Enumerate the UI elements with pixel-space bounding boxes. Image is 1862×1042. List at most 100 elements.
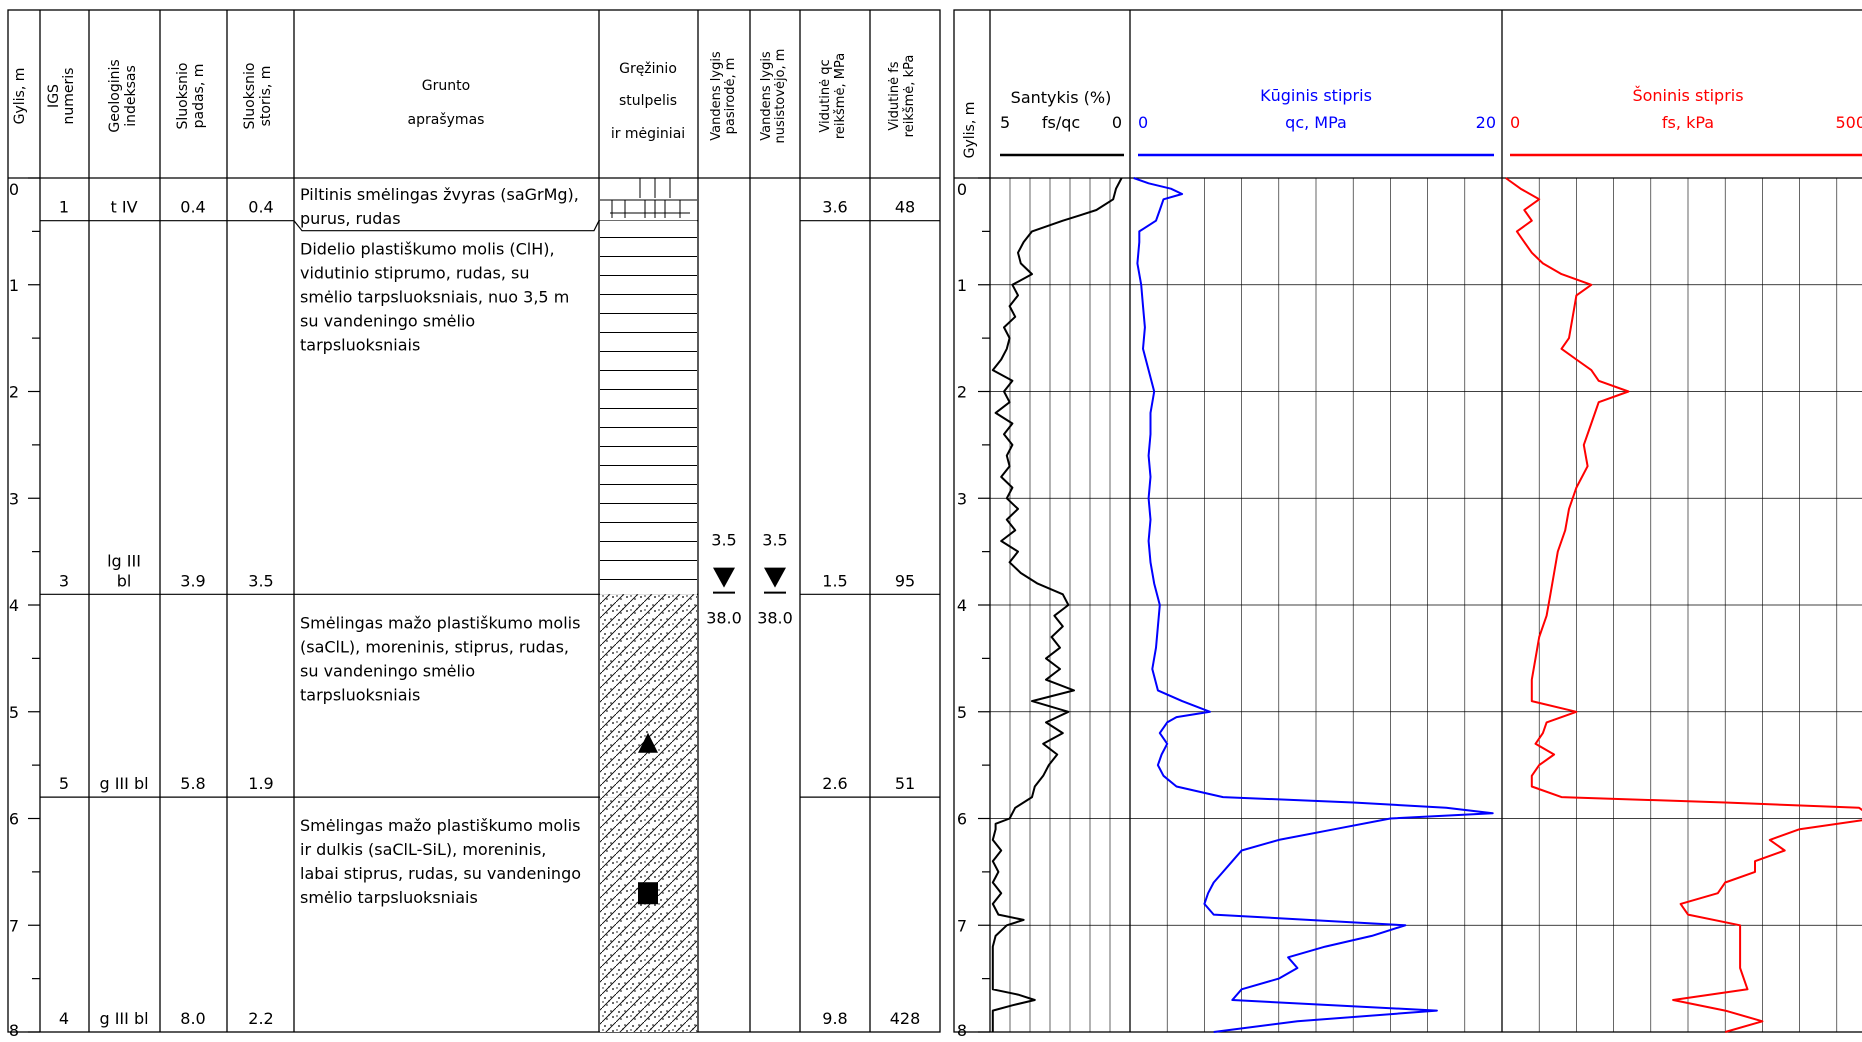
- depth-tick-label: 1: [957, 276, 967, 295]
- header-storis-2: storis, m: [258, 66, 274, 127]
- depth-tick-label: 5: [9, 703, 19, 722]
- fs-title: Šoninis stipris: [1632, 86, 1743, 105]
- depth-tick-label: 6: [9, 810, 19, 829]
- layer-index: bl: [117, 571, 132, 590]
- depth-tick-label: 7: [957, 916, 967, 935]
- layer-description: tarpsluoksniais: [300, 336, 420, 355]
- header-fs-2: reikšmė, kPa: [902, 55, 917, 138]
- layer-storis: 3.5: [248, 571, 273, 590]
- lithology-pattern: [600, 220, 697, 595]
- layer-description: labai stiprus, rudas, su vandeningo: [300, 864, 581, 883]
- depth-tick-label: 4: [9, 596, 19, 615]
- depth-tick-label: 7: [9, 916, 19, 935]
- layer-fs: 48: [895, 198, 915, 217]
- header-vand1-2: pasirodė, m: [723, 58, 738, 135]
- layer-igs: 3: [59, 571, 69, 590]
- ratio-label: fs/qc: [1042, 113, 1080, 132]
- depth-tick-label: 8: [957, 1021, 967, 1040]
- layer-igs: 1: [59, 198, 69, 217]
- right-headers: Gylis, m Santykis (%) 5 fs/qc 0 Kūginis …: [962, 86, 1862, 158]
- lithology-pattern: [600, 797, 697, 1032]
- header-grunto-2: aprašymas: [408, 112, 485, 128]
- water-level-label: 3.5: [762, 531, 787, 550]
- header-qc-2: reikšmė, MPa: [833, 53, 848, 139]
- layer-description: tarpsluoksniais: [300, 685, 420, 704]
- layer-padas: 8.0: [180, 1009, 205, 1028]
- layer-index: t IV: [110, 198, 137, 217]
- layer-description: Piltinis smėlingas žvyras (saGrMg),: [300, 185, 579, 204]
- left-headers: Gylis, m IGS numeris Geologinis indeksas…: [12, 49, 917, 144]
- qc-left: 0: [1138, 113, 1148, 132]
- layer-fs: 51: [895, 774, 915, 793]
- header-igs-2: numeris: [61, 68, 77, 125]
- header-padas-2: padas, m: [191, 64, 207, 129]
- depth-tick-label: 3: [9, 489, 19, 508]
- header-vand1-1: Vandens lygis: [709, 51, 724, 141]
- header-gylis: Gylis, m: [12, 68, 28, 125]
- water-level-icon: [713, 567, 735, 588]
- ratio-title: Santykis (%): [1011, 88, 1112, 107]
- layer-description: ir dulkis (saClL-SiL), moreninis,: [300, 840, 546, 859]
- layer-qc: 9.8: [822, 1009, 847, 1028]
- square-sample-icon: [638, 882, 658, 905]
- fs-label: fs, kPa: [1662, 113, 1714, 132]
- header-storis-1: Sluoksnio: [242, 63, 258, 130]
- depth-tick-label: 8: [9, 1021, 19, 1040]
- layer-qc: 1.5: [822, 571, 847, 590]
- qc-series: [1133, 177, 1494, 1033]
- header-vand2-1: Vandens lygis: [759, 51, 774, 141]
- header-igs-1: IGS: [46, 84, 62, 108]
- ratio-left: 5: [1000, 113, 1010, 132]
- header-fs-1: Vidutinė fs: [887, 61, 902, 130]
- layer-boundary: [293, 220, 600, 232]
- qc-right: 20: [1476, 113, 1496, 132]
- layer-description: Smėlingas mažo plastiškumo molis: [300, 613, 580, 632]
- layer-qc: 2.6: [822, 774, 847, 793]
- layer-igs: 5: [59, 774, 69, 793]
- layer-description: su vandeningo smėlio: [300, 661, 475, 680]
- depth-tick-label: 0: [957, 180, 967, 199]
- fs-right: 500: [1835, 113, 1862, 132]
- layer-description: (saClL), moreninis, stiprus, rudas,: [300, 637, 569, 656]
- layer-padas: 0.4: [180, 198, 205, 217]
- layer-index: g III bl: [99, 774, 148, 793]
- depth-tick-label: 0: [9, 180, 19, 199]
- header-vand2-2: nusistovėjo, m: [773, 49, 788, 144]
- layer-igs: 4: [59, 1009, 69, 1028]
- layer-storis: 2.2: [248, 1009, 273, 1028]
- layer-padas: 5.8: [180, 774, 205, 793]
- layer-description: Didelio plastiškumo molis (ClH),: [300, 240, 555, 259]
- triangle-sample-icon: [638, 732, 658, 753]
- lithology-pattern: [600, 594, 697, 798]
- right-content: 0 1 2 3 4 5 6 7 8: [957, 177, 1862, 1040]
- layer-fs: 428: [890, 1009, 921, 1028]
- layer-description: su vandeningo smėlio: [300, 312, 475, 331]
- right-grid: [990, 178, 1862, 1032]
- right-panel-frame: [953, 9, 1862, 1033]
- layer-qc: 3.6: [822, 198, 847, 217]
- header-geo-2: indeksas: [123, 65, 139, 127]
- header-stulpelis-3: ir mėginiai: [611, 126, 685, 142]
- depth-tick-label: 3: [957, 489, 967, 508]
- ratio-right: 0: [1112, 113, 1122, 132]
- layer-padas: 3.9: [180, 571, 205, 590]
- layer-description: smėlio tarpsluoksniais, nuo 3,5 m: [300, 288, 569, 307]
- left-content: 0 1 2 3 4 5 6 7 8 1 t IV 0.4 0.4 3.6 48 Piltinis smėlin…: [9, 177, 940, 1040]
- fs-series: [1505, 177, 1862, 1033]
- water-level-label: 3.5: [711, 531, 736, 550]
- left-table: [7, 9, 941, 1033]
- depth-tick-label: 6: [957, 810, 967, 829]
- layer-index: g III bl: [99, 1009, 148, 1028]
- layer-description: Smėlingas mažo plastiškumo molis: [300, 816, 580, 835]
- depth-tick-label: 4: [957, 596, 967, 615]
- right-panel: [953, 9, 1862, 1033]
- qc-label: qc, MPa: [1285, 113, 1347, 132]
- layer-index: lg III: [107, 551, 141, 570]
- header-stulpelis-2: stulpelis: [619, 93, 677, 109]
- depth-tick-label: 2: [957, 383, 967, 402]
- water-level-icon: [764, 567, 786, 588]
- ratio-series: [991, 177, 1123, 1032]
- header-grunto-1: Grunto: [422, 78, 470, 94]
- depth-tick-label: 2: [9, 383, 19, 402]
- layer-fs: 95: [895, 571, 915, 590]
